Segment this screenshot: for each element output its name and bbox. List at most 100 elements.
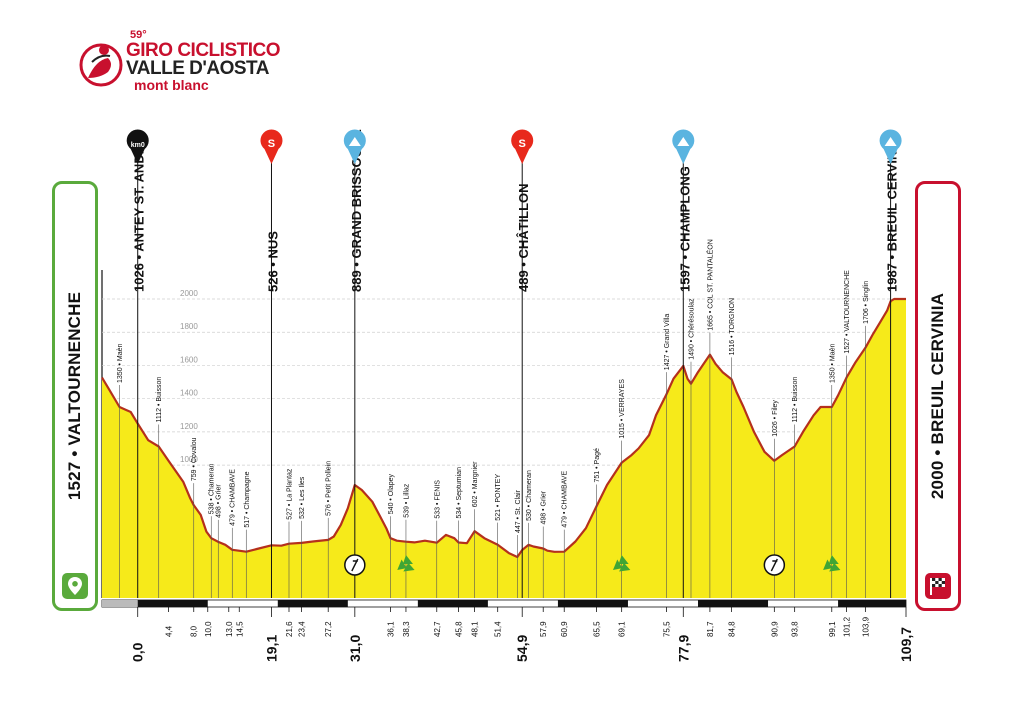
- x-tick-label: 42,7: [433, 621, 442, 637]
- recycle-arrow: [619, 562, 631, 572]
- waypoint-label: 1026 • Filey: [772, 400, 779, 437]
- waypoint-label: 538 • Chameran: [209, 463, 216, 514]
- waypoint-label: 479 • CHAMBAVE: [230, 469, 237, 526]
- key-point-label: 1026 • ANTEY ST. ANDRÉ: [132, 136, 147, 292]
- distance-bar-segment: [838, 600, 906, 607]
- x-tick-label: 48,1: [471, 621, 480, 637]
- marker-text: km0: [131, 142, 145, 149]
- x-tick-label: 10,0: [204, 621, 213, 637]
- waypoint-label: 498 • Grier: [216, 484, 223, 518]
- waypoint-label: 479 • CHAMBAVE: [562, 471, 569, 528]
- x-tick-label: 27,2: [324, 621, 333, 637]
- waypoint-label: 527 • La Plantaz: [286, 468, 293, 520]
- feed-zone-glyph: [770, 558, 778, 572]
- waypoint-label: 540 • Olapey: [388, 474, 395, 515]
- key-point-label: 489 • CHÂTILLON: [516, 183, 531, 292]
- x-tick-label: 4,4: [165, 625, 174, 637]
- y-tick-label: 1200: [180, 422, 198, 431]
- x-tick-label: 57,9: [539, 621, 548, 637]
- y-tick-label: 1800: [180, 322, 198, 331]
- feed-zone-glyph: [351, 558, 359, 572]
- elevation-line: [101, 297, 906, 559]
- sprint-marker-icon: S: [511, 129, 534, 164]
- waypoint-label: 1527 • VALTOURNENCHE: [844, 270, 851, 354]
- x-major-label: 19,1: [263, 635, 279, 662]
- recycle-icon: [397, 555, 415, 572]
- mountain-glyph: [677, 137, 690, 146]
- waypoint-label: 533 • FENIS: [434, 480, 441, 519]
- x-tick-label: 13,0: [225, 621, 234, 637]
- distance-bar: [101, 599, 907, 608]
- checkered-flag-icon: [925, 573, 951, 599]
- waypoint-label: 1112 • Buisson: [156, 377, 163, 423]
- distance-bar-segment: [697, 600, 769, 607]
- event-name-line3: mont blanc: [134, 77, 209, 93]
- key-point-label: 1987 • BREUIL CERVINIA: [885, 137, 900, 292]
- cyclist-icon: [79, 43, 123, 87]
- marker-pin: [343, 129, 366, 164]
- x-tick-label: 101,2: [842, 616, 851, 637]
- waypoint-label: 530 • Chameran: [526, 470, 533, 521]
- feed-zone-icon: [763, 554, 786, 576]
- waypoint-label: 1665 • COL ST. PANTALÉON: [705, 239, 714, 330]
- waypoint-label: 1350 • Maèn: [117, 343, 124, 383]
- marker-pin: [511, 129, 534, 164]
- sprint-marker-icon: S: [260, 129, 283, 164]
- x-tick-label: 65,5: [592, 621, 601, 637]
- waypoint-label: 1015 • VERRAYES: [619, 379, 626, 439]
- climb-marker-icon: [672, 129, 695, 164]
- x-major-label: 109,7: [898, 627, 914, 662]
- waypoint-label: 1112 • Buisson: [792, 377, 799, 423]
- y-tick-label: 1000: [180, 455, 198, 464]
- x-tick-label: 36,1: [387, 621, 396, 637]
- waypoint-label: 1516 • TORGNON: [729, 298, 736, 355]
- map-pin-icon: [62, 573, 88, 599]
- x-major-label: 54,9: [514, 635, 530, 662]
- key-point-label: 526 • NUS: [265, 231, 280, 292]
- recycle-arrow: [823, 559, 833, 571]
- waypoint-label: 576 • Petit Pollein: [326, 461, 333, 516]
- marker-pin: [260, 129, 283, 164]
- marker-pin: [879, 129, 902, 164]
- start-card: 1527 • VALTOURNENCHE: [52, 181, 98, 611]
- recycle-arrow: [397, 559, 407, 571]
- waypoint-label: 534 • Septumian: [456, 467, 463, 519]
- y-tick-label: 2000: [180, 289, 198, 298]
- distance-bar-segment: [557, 600, 628, 607]
- recycle-icon: [612, 555, 631, 572]
- climb-marker-icon: [879, 129, 902, 164]
- x-tick-label: 81,7: [706, 621, 715, 637]
- marker-text: S: [268, 138, 275, 150]
- waypoint-label: 517 • Champagne: [244, 471, 251, 527]
- finish-card: 2000 • BREUIL CERVINIA: [915, 181, 961, 611]
- x-tick-label: 93,8: [791, 621, 800, 637]
- waypoint-label: 447 • St. Clair: [515, 489, 522, 533]
- x-tick-label: 14,5: [235, 621, 244, 637]
- event-name-line1: GIRO CICLISTICO: [126, 40, 281, 61]
- recycle-arrow: [828, 555, 839, 564]
- neutral-segment: [102, 600, 138, 607]
- x-tick-label: 90,9: [770, 621, 779, 637]
- waypoint-label: 1706 • Singlin: [863, 281, 870, 324]
- elevation-area: [102, 299, 906, 598]
- x-tick-label: 23,4: [298, 621, 307, 637]
- x-tick-label: 38,3: [402, 621, 411, 637]
- distance-bar-segment: [417, 600, 488, 607]
- x-major-label: 0,0: [130, 642, 146, 662]
- y-tick-label: 1600: [180, 355, 198, 364]
- distance-bar-segment: [277, 600, 348, 607]
- x-major-label: 77,9: [675, 635, 691, 662]
- x-tick-label: 8,0: [190, 625, 199, 637]
- x-tick-label: 99,1: [828, 621, 837, 637]
- x-tick-label: 45,8: [454, 621, 463, 637]
- waypoint-label: 751 • Pagé: [594, 448, 601, 482]
- y-tick-label: 1400: [180, 389, 198, 398]
- waypoint-label: 1490 • Chérésoulaz: [688, 298, 695, 360]
- waypoint-label: 532 • Les Iles: [299, 476, 306, 519]
- waypoint-label: 1427 • Grand Villa: [664, 314, 671, 371]
- recycle-arrow: [402, 555, 413, 564]
- event-logo: 59° GIRO CICLISTICO VALLE D'AOSTA mont b…: [78, 30, 288, 100]
- waypoint-label: 759 • Covalou: [191, 437, 198, 481]
- mountain-glyph: [348, 137, 361, 146]
